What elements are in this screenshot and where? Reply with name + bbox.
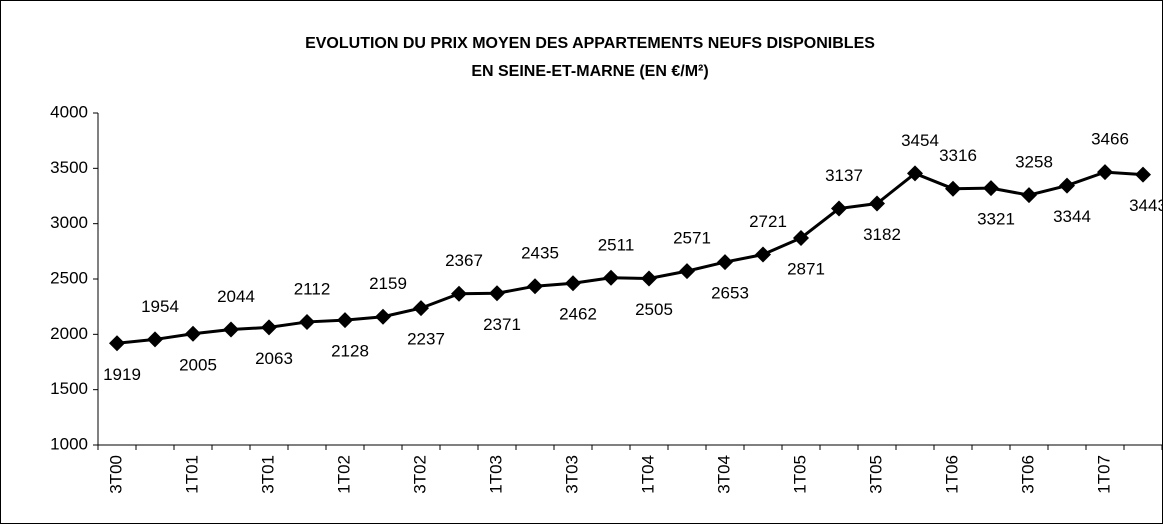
marker <box>413 300 429 317</box>
data-label: 2505 <box>635 300 673 319</box>
x-tick-label: 1T03 <box>486 455 505 494</box>
marker <box>641 270 657 287</box>
x-tick-label: 1T04 <box>638 455 657 494</box>
marker <box>565 275 581 292</box>
marker <box>299 313 315 330</box>
marker <box>109 335 125 352</box>
x-tick-label: 3T05 <box>866 455 885 494</box>
marker <box>1059 177 1075 194</box>
marker <box>147 331 163 348</box>
y-tick-label: 2000 <box>50 324 88 343</box>
marker <box>451 285 467 302</box>
x-tick-label: 3T03 <box>562 455 581 494</box>
marker <box>603 269 619 286</box>
chart-title: EVOLUTION DU PRIX MOYEN DES APPARTEMENTS… <box>305 35 875 52</box>
data-label: 2112 <box>294 279 331 298</box>
data-label: 2653 <box>711 284 749 303</box>
y-tick-label: 1500 <box>50 379 88 398</box>
data-label: 2128 <box>331 342 369 361</box>
marker <box>945 180 961 197</box>
y-tick-label: 3000 <box>50 213 88 232</box>
marker <box>983 180 999 197</box>
x-tick-label: 1T02 <box>334 455 353 494</box>
data-label: 2511 <box>598 235 635 254</box>
marker <box>223 321 239 338</box>
x-tick-label: 3T04 <box>714 455 733 494</box>
data-label: 2435 <box>521 244 559 263</box>
marker <box>527 278 543 295</box>
data-label: 3258 <box>1015 153 1053 172</box>
marker <box>869 195 885 212</box>
x-tick-label: 3T00 <box>106 455 125 494</box>
marker <box>489 285 505 302</box>
x-tick-label: 3T06 <box>1018 455 1037 494</box>
x-tick-label: 1T05 <box>790 455 809 494</box>
data-label: 2871 <box>787 259 825 278</box>
y-tick-label: 3500 <box>50 158 88 177</box>
marker <box>375 308 391 325</box>
y-tick-label: 1000 <box>50 434 88 453</box>
data-label: 2462 <box>559 305 597 324</box>
data-label: 2721 <box>749 212 787 231</box>
x-tick-label: 1T01 <box>182 455 201 494</box>
marker <box>831 200 847 217</box>
x-tick-label: 3T02 <box>410 455 429 494</box>
marker <box>907 165 923 182</box>
data-label: 1954 <box>141 297 179 316</box>
data-label: 3316 <box>939 146 977 165</box>
marker <box>261 319 277 336</box>
data-label: 2571 <box>673 229 711 248</box>
data-label: 3182 <box>863 225 901 244</box>
marker <box>337 312 353 329</box>
marker <box>1097 164 1113 181</box>
data-label: 3443 <box>1129 196 1163 215</box>
x-tick-label: 1T06 <box>942 455 961 494</box>
y-tick-label: 4000 <box>50 102 88 121</box>
chart-subtitle: EN SEINE-ET-MARNE (EN €/M²) <box>471 63 708 80</box>
data-label: 2371 <box>483 315 521 334</box>
data-label: 2063 <box>255 349 293 368</box>
data-label: 1919 <box>103 365 141 384</box>
data-label: 3137 <box>825 166 863 185</box>
marker <box>1021 187 1037 204</box>
data-label: 3454 <box>901 131 939 150</box>
data-label: 2237 <box>407 330 445 349</box>
marker <box>679 263 695 280</box>
data-label: 2044 <box>217 287 255 306</box>
data-label: 3466 <box>1091 130 1129 149</box>
data-label: 3321 <box>977 210 1015 229</box>
x-tick-label: 3T01 <box>258 455 277 494</box>
data-label: 2005 <box>179 355 217 374</box>
line <box>116 170 1144 345</box>
marker <box>793 229 809 246</box>
y-tick-label: 2500 <box>50 268 88 287</box>
marker <box>185 325 201 342</box>
marker <box>755 246 771 263</box>
marker <box>717 254 733 271</box>
data-label: 2367 <box>445 251 483 270</box>
x-tick-label: 1T07 <box>1094 455 1113 494</box>
data-label: 3344 <box>1053 207 1091 226</box>
marker <box>1135 166 1151 183</box>
data-label: 2159 <box>369 274 407 293</box>
